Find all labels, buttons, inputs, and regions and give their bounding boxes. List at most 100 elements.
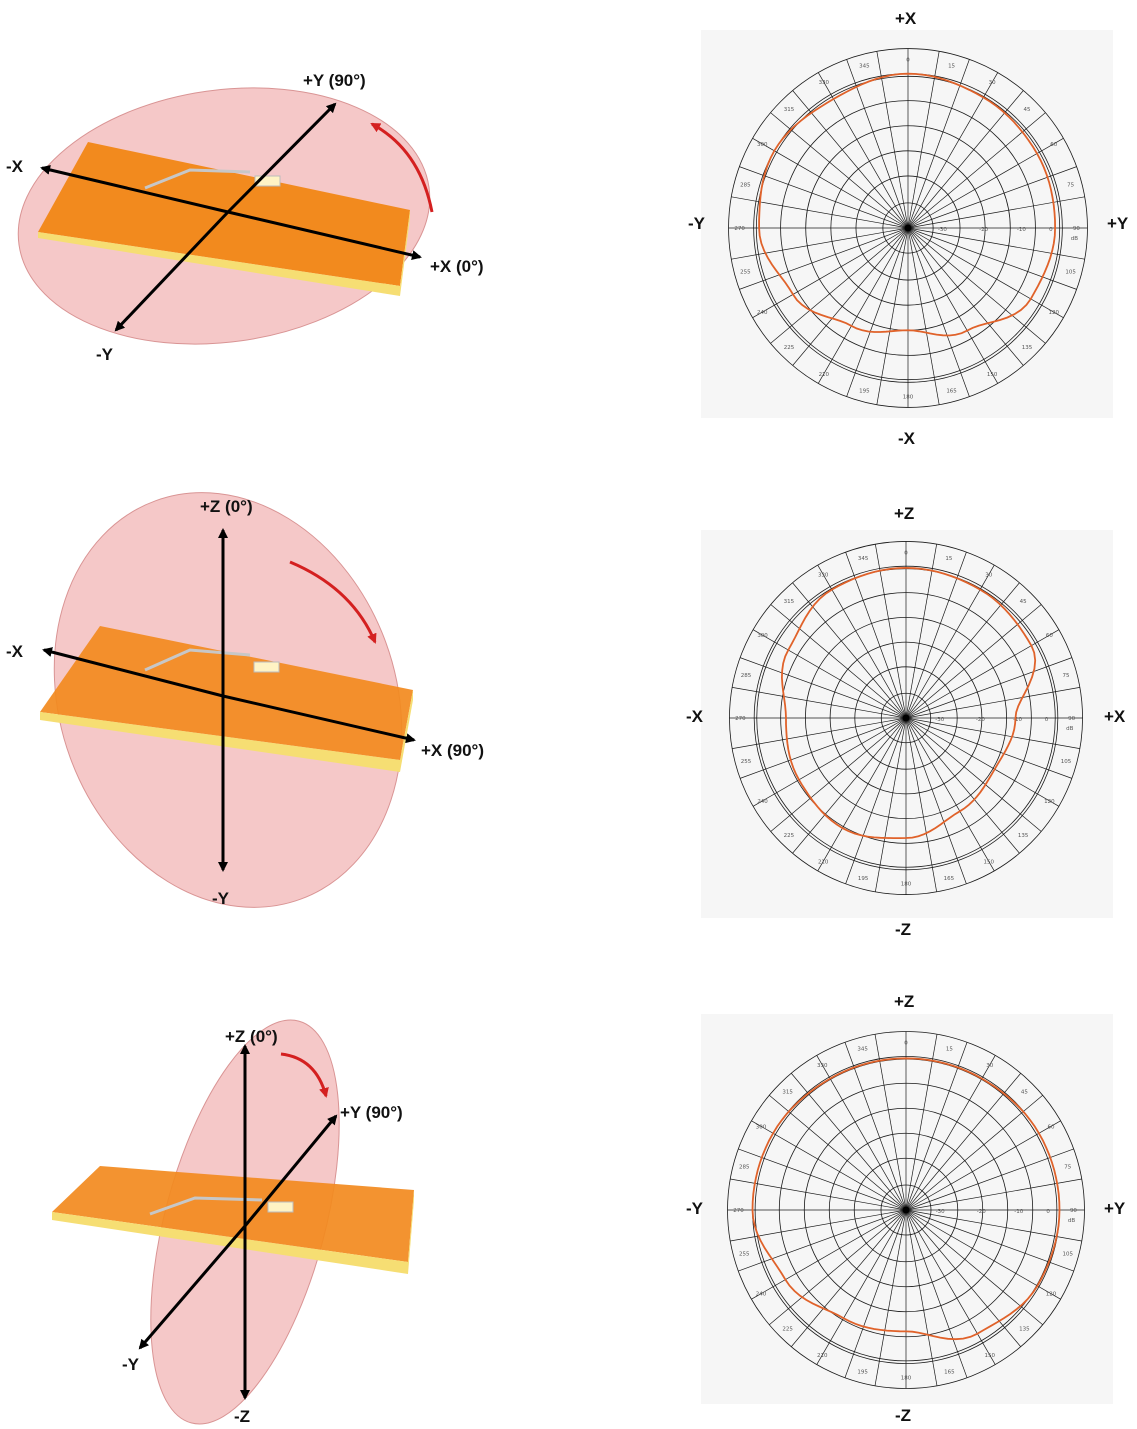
angle-tick-label: 180	[901, 882, 912, 888]
polar-label-bottom: -Z	[895, 920, 911, 939]
grid-spoke	[905, 1148, 1074, 1211]
polar-label-top: +Z	[894, 504, 914, 523]
polar-center	[904, 224, 912, 232]
ring-label: -10	[1017, 227, 1026, 233]
orientation-diagram-2: +Z (0°) -X +X (90°) -Y	[6, 492, 484, 908]
grid-spoke	[905, 1209, 1082, 1242]
angle-tick-label: 15	[945, 556, 952, 562]
grid-spoke	[905, 629, 1060, 719]
grid-spoke	[907, 227, 1046, 344]
angle-tick-label: 315	[784, 107, 795, 113]
grid-spoke	[876, 227, 909, 405]
angle-tick-label: 300	[756, 1124, 767, 1130]
polar-label-bottom: -Z	[895, 1406, 911, 1425]
grid-spoke	[816, 1055, 907, 1211]
axis-x	[222, 694, 416, 744]
grid-spoke	[905, 1073, 1021, 1211]
grid-spoke	[769, 1209, 907, 1325]
angle-tick-label: 240	[756, 1292, 767, 1298]
angle-tick-label: 75	[1067, 182, 1074, 188]
angle-tick-label: 255	[740, 270, 751, 276]
angle-tick-label: 150	[984, 859, 995, 865]
ring-label: -20	[976, 717, 985, 723]
axis-x	[42, 647, 224, 698]
polar-label-left: -X	[686, 707, 704, 726]
angle-tick-label: 240	[757, 310, 768, 316]
angle-tick-label: 90	[1073, 226, 1080, 232]
grid-spoke	[792, 582, 907, 719]
ring-label: 0	[1049, 227, 1053, 233]
grid-spoke	[905, 1209, 996, 1365]
grid-spoke	[907, 227, 1077, 290]
grid-spoke	[844, 1209, 907, 1378]
orientation-diagram-3: +Z (0°) +Y (90°) -Y -Z	[52, 1019, 414, 1426]
grid-spoke	[907, 227, 1085, 260]
axis-y	[243, 1114, 338, 1227]
grid-spoke	[907, 196, 1085, 229]
angle-tick-label: 240	[757, 799, 768, 805]
grid-spoke	[817, 717, 907, 872]
grid-spoke	[907, 227, 1024, 366]
angle-tick-label: 165	[946, 389, 957, 395]
angle-tick-label: 345	[858, 556, 869, 562]
grid-spoke	[874, 544, 907, 719]
grid-spoke	[751, 1209, 907, 1300]
angle-tick-label: 285	[741, 673, 752, 679]
angle-tick-label: 15	[946, 1046, 953, 1052]
ring-label: -20	[979, 227, 988, 233]
grid-spoke	[876, 51, 909, 229]
angle-tick-label: 330	[819, 80, 830, 86]
angle-tick-label: 0	[904, 1041, 908, 1047]
angle-tick-label: 45	[1024, 107, 1031, 113]
grid-spoke	[844, 1042, 907, 1211]
grid-spoke	[905, 686, 1080, 719]
grid-spoke	[751, 1120, 907, 1211]
grid-spoke	[845, 717, 907, 885]
grid-spoke	[905, 564, 995, 719]
grid-spoke	[770, 227, 909, 344]
grid-spoke	[769, 1095, 907, 1211]
grid-spoke	[905, 544, 938, 719]
grid-spoke	[905, 717, 967, 885]
angle-tick-label: 120	[1044, 799, 1055, 805]
grid-spoke	[732, 686, 907, 719]
grid-spoke	[738, 1148, 907, 1211]
ring-label: -10	[1013, 717, 1022, 723]
angle-tick-label: 210	[819, 372, 830, 378]
grid-spoke	[752, 717, 907, 807]
angle-tick-label: 300	[757, 142, 768, 148]
grid-spoke	[905, 717, 1020, 854]
grid-spoke	[905, 1120, 1061, 1211]
grid-spoke	[752, 629, 907, 719]
grid-spoke	[732, 717, 907, 750]
grid-spoke	[738, 1209, 907, 1272]
angle-tick-label: 45	[1021, 1090, 1028, 1096]
radiation-pattern	[751, 1057, 1061, 1341]
grid-spoke	[739, 166, 909, 229]
angle-tick-label: 195	[859, 389, 870, 395]
grid-spoke	[792, 227, 909, 366]
polar-label-right: +Y	[1104, 1199, 1126, 1218]
axis-label-pos-y: +Y (90°)	[340, 1103, 403, 1122]
polar-label-top: +Z	[894, 992, 914, 1011]
angle-tick-label: 225	[784, 345, 795, 351]
unit-label: dB	[1071, 236, 1078, 242]
grid-spoke	[905, 604, 1042, 719]
axis-label-neg-y: -Y	[212, 889, 230, 908]
polar-plot-1: 0 15 30 45 60 75 90 105 120 135 150 165 180 195 210 225…	[688, 9, 1129, 448]
angle-tick-label: 330	[817, 1063, 828, 1069]
grid-spoke	[817, 227, 909, 384]
grid-spoke	[739, 227, 909, 290]
radiation-pattern	[758, 72, 1057, 337]
grid-spoke	[739, 657, 907, 719]
grid-spoke	[907, 227, 970, 397]
grid-spoke	[907, 72, 999, 229]
polar-chart: 0 15 30 45 60 75 90 105 120 135 150 165 180 195 210 225…	[729, 541, 1083, 895]
axis-label-neg-y: -Y	[122, 1355, 140, 1374]
grid-spoke	[907, 227, 940, 405]
angle-tick-label: 165	[944, 1370, 955, 1376]
angle-tick-label: 105	[1061, 759, 1072, 765]
axis-y	[114, 210, 230, 332]
polar-label-bottom: -X	[898, 429, 916, 448]
